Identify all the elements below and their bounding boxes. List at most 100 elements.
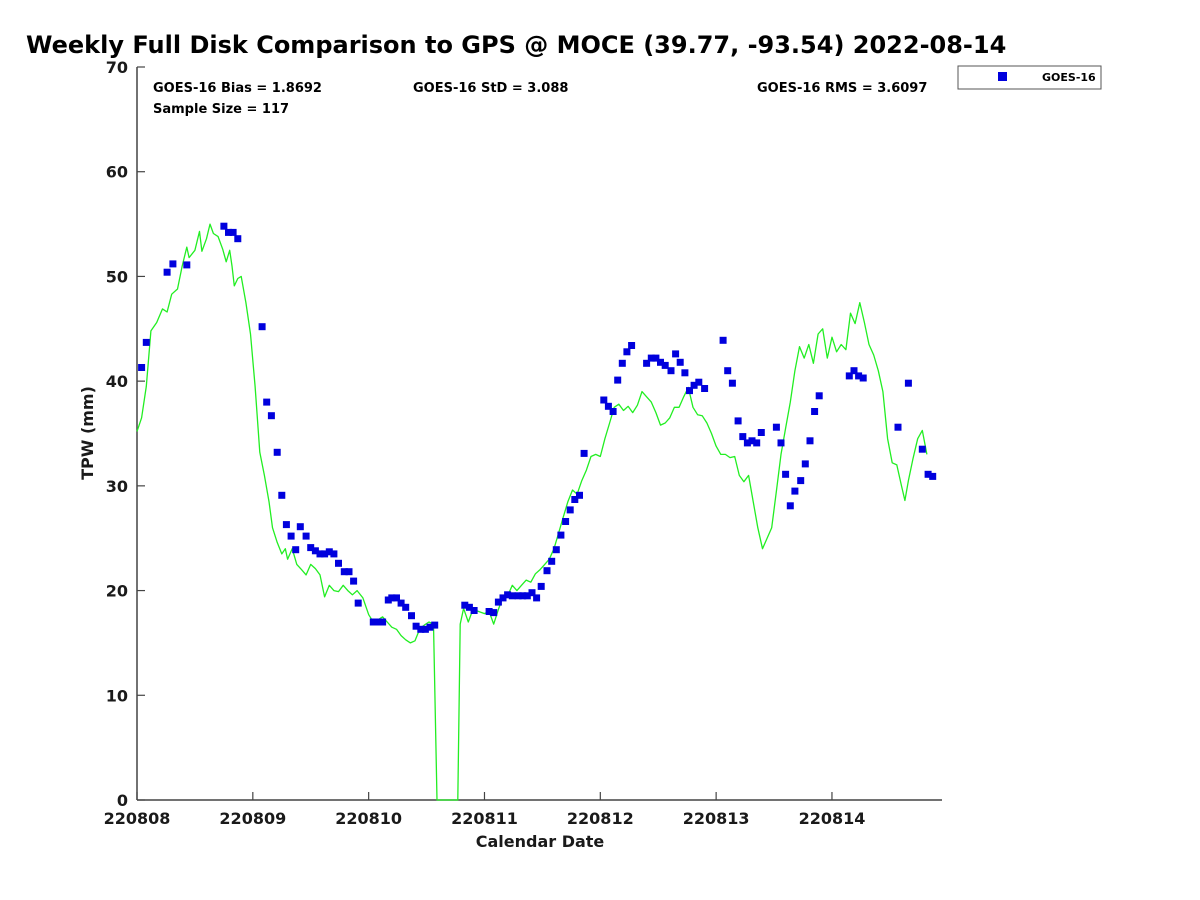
- y-tick-label: 30: [106, 477, 128, 496]
- y-tick-label: 60: [106, 163, 128, 182]
- goes16-point: [576, 491, 583, 499]
- goes16-point: [229, 228, 237, 236]
- goes16-point: [845, 372, 853, 380]
- goes16-point: [287, 532, 295, 540]
- goes16-point: [490, 609, 498, 617]
- goes16-point: [354, 599, 362, 607]
- goes16-point: [904, 379, 912, 387]
- goes16-point: [258, 323, 266, 331]
- goes16-point: [307, 544, 315, 552]
- goes16-point: [421, 625, 429, 633]
- goes16-point: [623, 348, 631, 356]
- goes16-point: [543, 567, 551, 575]
- goes16-point: [748, 437, 756, 445]
- goes16-point: [321, 550, 329, 558]
- y-tick-label: 50: [106, 267, 128, 286]
- gps-series-line: [136, 223, 928, 801]
- goes16-point: [519, 592, 527, 600]
- goes16-point: [791, 487, 799, 495]
- goes16-point: [296, 523, 304, 531]
- goes16-point: [548, 557, 556, 565]
- goes16-point: [397, 599, 405, 607]
- goes16-point: [374, 618, 382, 626]
- y-tick-label: 10: [106, 686, 128, 705]
- x-tick-label: 220810: [335, 809, 402, 828]
- x-tick-label: 220812: [567, 809, 634, 828]
- goes16-point: [523, 592, 531, 600]
- goes16-point: [412, 622, 420, 630]
- goes16-point: [571, 496, 579, 503]
- series-layer: [136, 222, 937, 801]
- goes16-point: [777, 439, 785, 447]
- goes16-point: [350, 577, 358, 585]
- goes16-point: [719, 336, 727, 344]
- goes16-point: [894, 423, 902, 431]
- goes16-point: [604, 402, 612, 410]
- x-tick-label: 220814: [799, 809, 866, 828]
- goes16-point: [628, 342, 636, 349]
- goes16-point: [562, 518, 570, 525]
- goes16-point: [850, 367, 858, 375]
- goes16-point: [667, 367, 675, 375]
- goes16-point: [388, 594, 396, 602]
- goes16-point: [552, 546, 560, 554]
- goes16-point: [924, 470, 932, 478]
- goes16-point: [393, 594, 400, 602]
- goes16-point: [292, 546, 300, 554]
- x-axis: 220808 220809 220810 220811 220812 220813 2208…: [104, 792, 866, 828]
- goes16-point: [169, 260, 177, 268]
- goes16-point: [676, 358, 684, 366]
- goes16-point: [528, 589, 536, 597]
- goes16-point: [701, 385, 709, 392]
- goes16-point: [772, 423, 780, 431]
- goes16-point: [402, 603, 410, 611]
- goes16-point: [533, 594, 541, 602]
- goes16-point: [369, 618, 377, 626]
- goes16-point: [786, 502, 794, 510]
- goes16-point: [743, 439, 751, 447]
- goes16-point: [652, 354, 660, 362]
- goes16-point: [811, 408, 819, 415]
- goes16-point: [340, 568, 348, 576]
- goes16-point: [234, 235, 242, 243]
- goes16-point: [618, 359, 626, 367]
- goes16-point: [681, 369, 689, 377]
- goes16-point: [815, 392, 823, 400]
- goes16-point: [282, 521, 290, 529]
- goes16-point: [757, 429, 765, 436]
- goes16-point: [408, 612, 415, 620]
- y-axis-label: TPW (mm): [78, 386, 97, 480]
- goes16-point: [661, 361, 669, 369]
- goes16-point: [163, 268, 171, 276]
- goes16-point: [142, 338, 150, 346]
- goes16-point: [855, 372, 863, 380]
- goes16-point: [514, 592, 522, 600]
- goes16-point: [690, 381, 698, 389]
- goes16-point: [417, 625, 425, 633]
- goes16-point: [504, 591, 512, 599]
- goes16-point: [695, 378, 703, 386]
- legend-label-goes16: GOES-16: [1042, 71, 1096, 84]
- goes16-point: [267, 412, 275, 420]
- goes16-point: [537, 582, 545, 590]
- stat-sample-size: Sample Size = 117: [153, 102, 289, 117]
- goes16-point: [470, 607, 478, 614]
- legend-marker-goes16: [998, 72, 1007, 81]
- goes16-point: [494, 598, 502, 606]
- goes16-point: [782, 470, 790, 478]
- goes16-point: [797, 477, 805, 485]
- goes16-point: [643, 359, 651, 367]
- goes16-point: [806, 437, 814, 445]
- x-tick-label: 220813: [683, 809, 750, 828]
- legend: GOES-16: [957, 65, 1102, 90]
- goes16-point: [566, 506, 574, 514]
- legend-box: [957, 65, 1102, 90]
- y-tick-label: 70: [106, 58, 128, 77]
- goes16-point: [801, 460, 809, 468]
- goes16-point: [859, 374, 867, 382]
- goes16-point: [753, 439, 761, 447]
- y-tick-label: 40: [106, 372, 128, 391]
- y-tick-label: 20: [106, 582, 128, 601]
